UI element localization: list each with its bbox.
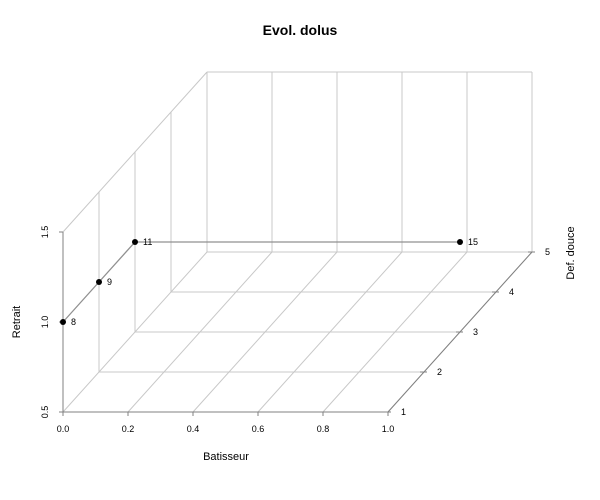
series-segment xyxy=(98,241,136,283)
data-point xyxy=(132,239,138,245)
y-tick-label: 1 xyxy=(401,407,406,417)
z-tick-label: 1.0 xyxy=(40,316,50,329)
x-axis-label: Batisseur xyxy=(203,451,249,463)
wall-grid-line xyxy=(62,71,208,233)
z-tick-label: 1.5 xyxy=(40,226,50,239)
data-point-label: 8 xyxy=(71,317,76,327)
y-axis-label: Def. douce xyxy=(565,226,577,279)
x-tick-label: 0.0 xyxy=(57,424,70,434)
data-point-label: 9 xyxy=(107,277,112,287)
data-point-label: 15 xyxy=(468,237,478,247)
x-tick-label: 0.8 xyxy=(317,424,330,434)
y-tick-label: 4 xyxy=(509,287,514,297)
x-tick-label: 0.4 xyxy=(187,424,200,434)
chart-labels: 0.0 0.2 0.4 0.6 0.8 1.0 1 2 3 4 5 0.5 1.0 1.5 8 9 11 15 xyxy=(40,226,550,434)
series-segment xyxy=(62,281,100,323)
x-tick-label: 1.0 xyxy=(382,424,395,434)
x-tick-label: 0.2 xyxy=(122,424,135,434)
y-tick-label: 3 xyxy=(473,327,478,337)
data-point xyxy=(60,319,66,325)
data-point xyxy=(457,239,463,245)
y-tick-label: 2 xyxy=(437,367,442,377)
z-axis-label: Retrait xyxy=(11,306,23,338)
chart-data-layer xyxy=(60,239,463,325)
z-tick-label: 0.5 xyxy=(40,406,50,419)
chart-axes xyxy=(59,231,535,416)
chart-title: Evol. dolus xyxy=(263,22,338,38)
data-point xyxy=(96,279,102,285)
data-point-label: 11 xyxy=(143,237,152,247)
y-tick-label: 5 xyxy=(545,247,550,257)
x-tick-label: 0.6 xyxy=(252,424,265,434)
